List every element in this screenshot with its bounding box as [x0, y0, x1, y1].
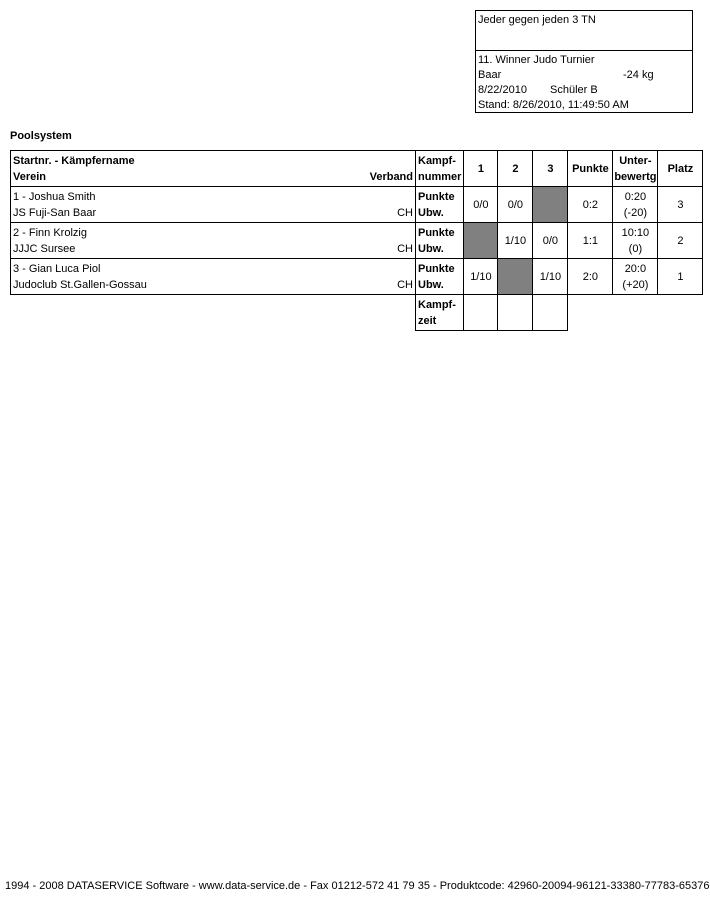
- self-match-cell: [532, 186, 569, 223]
- footer: 1994 - 2008 DATASERVICE Software - www.d…: [5, 880, 710, 892]
- row-label: Punkte Ubw.: [414, 186, 465, 223]
- result-cell: 1/10: [463, 258, 499, 295]
- table-row: 1 - Joshua Smith JS Fuji-San Baar CH Punkt…: [10, 186, 704, 223]
- tournament-place: Baar: [478, 69, 502, 81]
- fighter-cell: 3 - Gian Luca Piol Judoclub St.Gallen-Gos…: [10, 258, 416, 295]
- unterbewertung-cell: 20:0 (+20): [612, 258, 659, 295]
- header-name-cell: Startnr. - Kämpfername Verein Verband: [10, 150, 416, 187]
- unterbewertung-cell: 10:10 (0): [612, 222, 659, 259]
- result-cell: 1/10: [532, 258, 569, 295]
- self-match-cell: [497, 258, 534, 295]
- self-match-cell: [463, 222, 499, 259]
- header-col-2: 2: [497, 150, 534, 187]
- punkte-cell: 0:2: [567, 186, 614, 223]
- result-cell: 0/0: [532, 222, 569, 259]
- stand-timestamp: Stand: 8/26/2010, 11:49:50 AM: [478, 99, 629, 111]
- header-col-1: 1: [463, 150, 499, 187]
- age-category: Schüler B: [550, 84, 598, 96]
- fighter-cell: 1 - Joshua Smith JS Fuji-San Baar CH: [10, 186, 416, 223]
- header-row: Startnr. - Kämpfername Verein Verband Kam…: [10, 150, 704, 187]
- header-startnr: Startnr. - Kämpfername: [13, 154, 135, 167]
- platz-cell: 3: [657, 186, 704, 223]
- weight-class: -24 kg: [623, 69, 654, 81]
- platz-cell: 2: [657, 222, 704, 259]
- result-cell: 0/0: [463, 186, 499, 223]
- header-kampfnummer: Kampf-nummer: [414, 150, 465, 187]
- pool-table: Startnr. - Kämpfername Verein Verband Kam…: [10, 150, 704, 331]
- result-cell: 0/0: [497, 186, 534, 223]
- header-punkte: Punkte: [567, 150, 614, 187]
- header-unterbewertung: Unter-bewertg: [612, 150, 659, 187]
- kampfzeit-row: Kampf-zeit: [11, 294, 703, 331]
- kampfzeit-cell: [532, 294, 569, 331]
- platz-cell: 1: [657, 258, 704, 295]
- result-cell: 1/10: [497, 222, 534, 259]
- header-info-box: Jeder gegen jeden 3 TN 11. Winner Judo T…: [475, 10, 693, 113]
- kampfzeit-cell: [497, 294, 534, 331]
- table-row: 3 - Gian Luca Piol Judoclub St.Gallen-Gos…: [10, 258, 704, 295]
- unterbewertung-cell: 0:20 (-20): [612, 186, 659, 223]
- system-label: Jeder gegen jeden 3 TN: [476, 11, 692, 51]
- tournament-date: 8/22/2010: [478, 84, 527, 96]
- punkte-cell: 2:0: [567, 258, 614, 295]
- kampfzeit-label: Kampf-zeit: [414, 294, 465, 331]
- punkte-cell: 1:1: [567, 222, 614, 259]
- header-col-3: 3: [532, 150, 569, 187]
- page-title: Poolsystem: [10, 130, 72, 142]
- row-label: Punkte Ubw.: [414, 222, 465, 259]
- kampfzeit-cell: [463, 294, 499, 331]
- table-row: 2 - Finn Krolzig JJJC Sursee CH Punkte Ubw.…: [10, 222, 704, 259]
- fighter-cell: 2 - Finn Krolzig JJJC Sursee CH: [10, 222, 416, 259]
- header-verein: Verein: [13, 170, 47, 183]
- row-label: Punkte Ubw.: [414, 258, 465, 295]
- header-platz: Platz: [657, 150, 704, 187]
- tournament-name: 11. Winner Judo Turnier: [478, 54, 595, 66]
- header-verband: Verband: [369, 170, 413, 183]
